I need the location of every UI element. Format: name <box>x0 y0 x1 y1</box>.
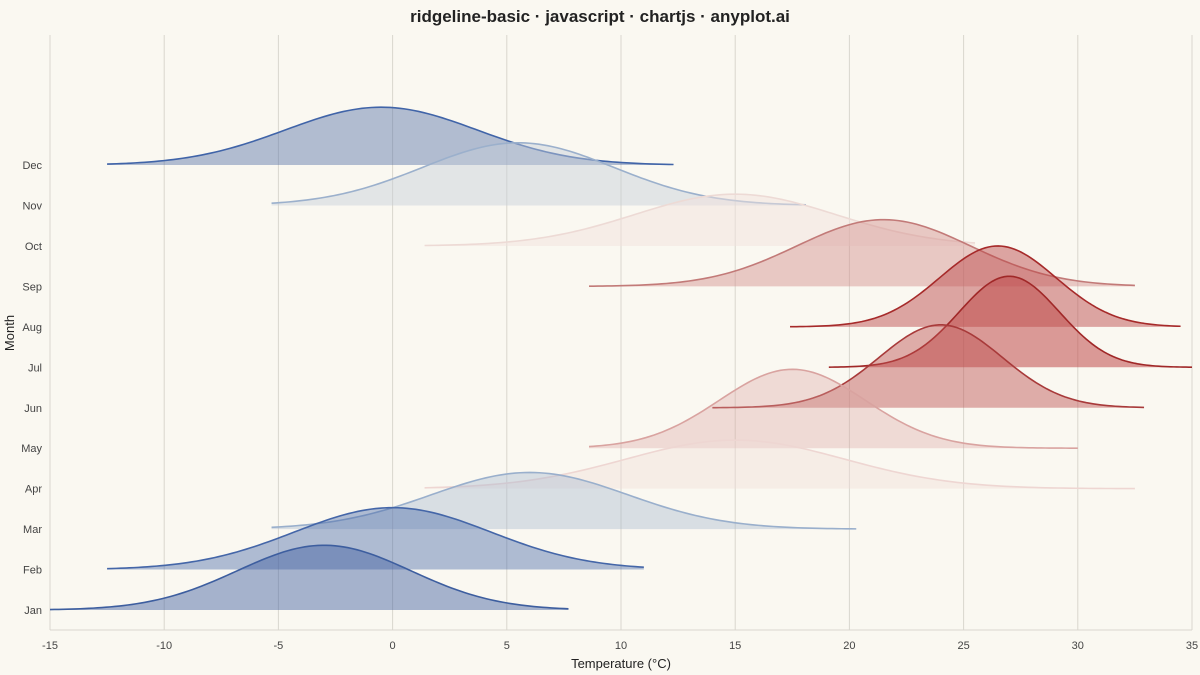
chart-title: ridgeline-basic · javascript · chartjs ·… <box>410 7 790 26</box>
y-category-label: Jun <box>24 403 42 415</box>
ridge-area <box>107 507 644 570</box>
ridge-outline <box>790 245 1181 328</box>
y-category-label: Dec <box>22 160 42 172</box>
ridge-area <box>424 194 976 246</box>
x-tick-label: 15 <box>729 640 741 652</box>
x-tick-label: -10 <box>156 640 172 652</box>
ridge-mar <box>271 471 857 530</box>
ridge-jan <box>49 544 569 611</box>
x-tick-label: 10 <box>615 640 627 652</box>
y-category-label: Sep <box>22 281 42 293</box>
ridge-outline <box>271 471 857 530</box>
y-category-label: Feb <box>23 565 42 577</box>
y-category-label: Jul <box>28 362 42 374</box>
ridge-sep <box>589 218 1135 287</box>
y-category-label: May <box>21 443 42 455</box>
ridge-outline <box>588 368 1078 449</box>
y-category-label: Oct <box>25 241 42 253</box>
ridge-may <box>588 368 1078 449</box>
y-category-label: Mar <box>23 524 42 536</box>
ridge-area <box>589 219 1135 287</box>
ridge-jun <box>712 324 1145 409</box>
ridges <box>49 106 1193 611</box>
ridge-dec <box>107 106 674 166</box>
ridge-outline <box>828 275 1193 368</box>
x-tick-label: 35 <box>1186 640 1198 652</box>
x-tick-label: 20 <box>843 640 855 652</box>
x-tick-label: -5 <box>274 640 284 652</box>
ridge-outline <box>424 193 976 247</box>
x-tick-label: -15 <box>42 640 58 652</box>
x-tick-labels: -15 -10 -5 0 5 10 15 20 25 30 35 <box>42 640 1198 652</box>
ridge-apr <box>424 439 1135 490</box>
ridge-area <box>828 276 1192 368</box>
y-category-label: Aug <box>22 322 42 334</box>
ridge-outline <box>49 544 569 611</box>
x-tick-label: 5 <box>504 640 510 652</box>
ridge-outline <box>424 439 1135 490</box>
y-category-label: Nov <box>22 201 42 213</box>
x-axis-label: Temperature (°C) <box>571 656 671 671</box>
ridge-jul <box>828 275 1193 368</box>
ridge-area <box>271 142 806 206</box>
ridge-area <box>712 324 1145 408</box>
ridge-outline <box>107 106 674 166</box>
x-tick-label: 25 <box>957 640 969 652</box>
ridge-area <box>107 107 674 166</box>
ridge-area <box>271 472 857 530</box>
y-category-label: Jan <box>24 605 42 617</box>
ridge-area <box>589 369 1078 449</box>
ridge-area <box>424 440 1135 489</box>
y-category-label: Apr <box>25 484 42 496</box>
ridge-feb <box>107 506 644 570</box>
ridge-outline <box>712 324 1145 409</box>
ridge-outline <box>107 506 644 570</box>
x-tick-label: 0 <box>390 640 396 652</box>
y-category-labels: Jan Feb Mar Apr May Jun Jul Aug Sep Oct Nov Dec <box>21 160 42 617</box>
x-tick-label: 30 <box>1072 640 1084 652</box>
ridge-outline <box>589 218 1135 287</box>
ridge-oct <box>424 193 976 247</box>
y-axis-label: Month <box>2 315 17 351</box>
